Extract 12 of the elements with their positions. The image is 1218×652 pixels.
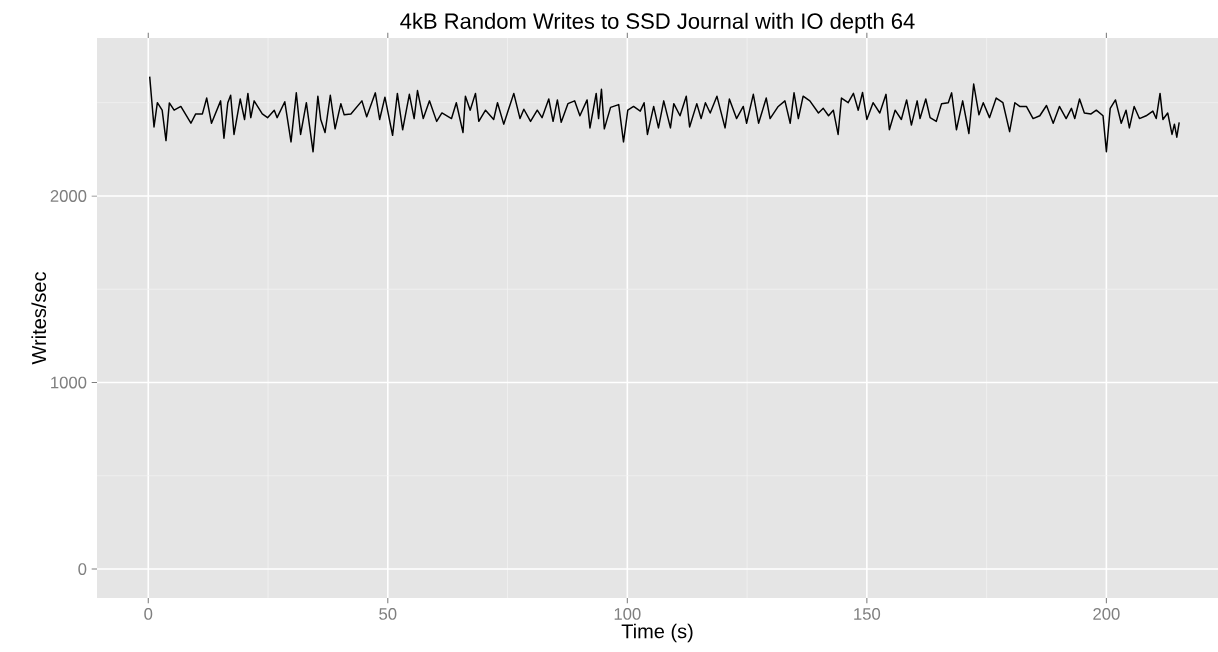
x-axis-title: Time (s) [621,623,693,643]
x-tick-label: 50 [379,608,397,620]
y-tick-label: 0 [78,563,87,575]
y-axis-title: Writes/sec [31,272,47,365]
y-tick-label: 1000 [51,376,87,389]
line-series [148,75,1180,153]
chart-title: 4kB Random Writes to SSD Journal with IO depth 64 [400,12,915,34]
x-tick-label: 150 [854,608,881,620]
x-tick-label: 0 [144,608,153,620]
y-tick-label: 2000 [50,190,87,202]
x-tick-label: 100 [614,608,641,620]
x-tick-label: 200 [1093,608,1120,620]
